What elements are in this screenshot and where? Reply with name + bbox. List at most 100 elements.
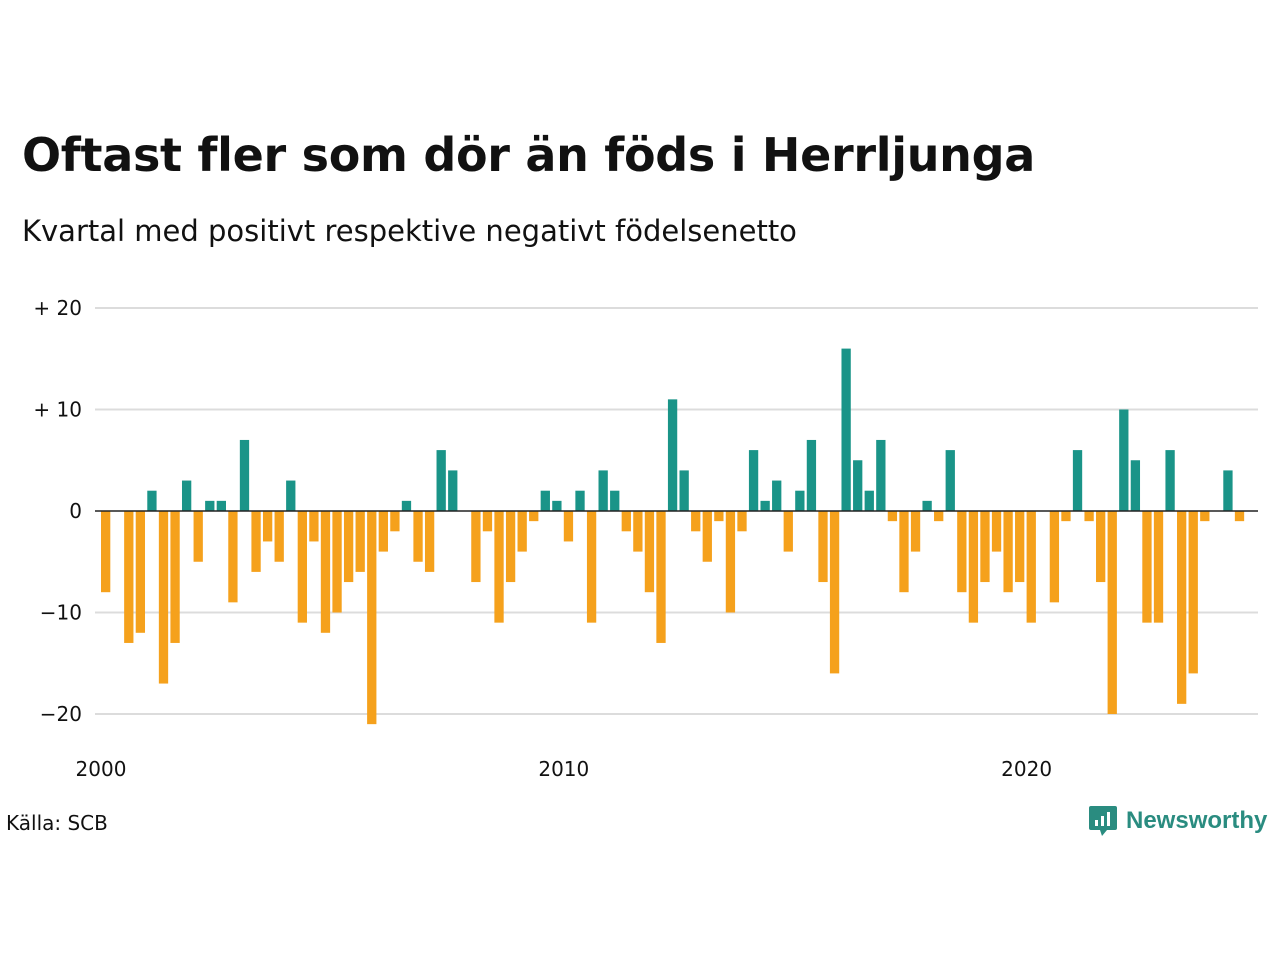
y-tick-label: −10 xyxy=(40,601,82,625)
newsworthy-logo-icon xyxy=(1089,806,1117,836)
brand-name: Newsworthy xyxy=(1126,807,1268,834)
chart-subtitle: Kvartal med positivt respektive negativt… xyxy=(22,214,797,248)
bar-negative xyxy=(563,511,574,542)
x-tick-label: 2000 xyxy=(76,757,127,781)
bar-negative xyxy=(968,511,979,623)
bar-positive xyxy=(147,490,157,511)
bar-positive xyxy=(795,490,805,511)
bar-negative xyxy=(193,511,203,562)
bar-negative xyxy=(1084,511,1094,522)
bar-positive xyxy=(760,500,770,511)
bar-positive xyxy=(853,460,863,511)
y-tick-label: + 20 xyxy=(33,296,82,320)
bar-positive xyxy=(436,450,446,511)
bar-positive xyxy=(286,480,296,511)
bar-positive xyxy=(1165,450,1175,511)
bar-positive xyxy=(667,399,678,511)
bar-positive xyxy=(945,450,955,511)
bar-negative xyxy=(899,511,909,593)
bar-negative xyxy=(586,511,597,623)
bar-positive xyxy=(610,490,620,511)
bar-positive xyxy=(575,490,585,511)
bar-positive xyxy=(598,470,608,511)
bar-negative xyxy=(725,511,736,613)
bar-negative xyxy=(367,511,377,725)
bar-positive xyxy=(841,348,851,511)
bar-negative xyxy=(1096,511,1106,583)
bar-negative xyxy=(1177,511,1187,704)
bar-negative xyxy=(633,511,643,552)
bar-negative xyxy=(135,511,146,633)
x-tick-label: 2020 xyxy=(1001,757,1052,781)
bar-negative xyxy=(783,511,793,552)
source-note: Källa: SCB xyxy=(6,811,108,835)
newsworthy-logo: Newsworthy xyxy=(1088,804,1267,838)
bar-negative xyxy=(714,511,724,522)
bar-negative xyxy=(297,511,307,623)
y-tick-label: −20 xyxy=(40,702,82,726)
bar-positive xyxy=(1130,460,1141,511)
bar-positive xyxy=(922,500,932,511)
bar-negative xyxy=(309,511,319,542)
bar-positive xyxy=(1072,450,1083,511)
bar-negative xyxy=(124,511,134,643)
bar-negative xyxy=(355,511,365,572)
bar-positive xyxy=(679,470,689,511)
bar-negative xyxy=(656,511,666,643)
bar-negative xyxy=(1188,511,1198,674)
y-tick-label: + 10 xyxy=(33,398,82,422)
y-tick-label: 0 xyxy=(69,499,82,523)
bar-positive xyxy=(216,500,226,511)
bar-negative xyxy=(1061,511,1071,522)
bar-negative xyxy=(228,511,238,603)
bar-negative xyxy=(980,511,990,583)
bar-negative xyxy=(413,511,423,562)
bars xyxy=(101,348,1245,725)
bar-negative xyxy=(621,511,631,532)
bar-negative xyxy=(101,511,111,593)
bar-negative xyxy=(1003,511,1013,593)
bar-positive xyxy=(448,470,458,511)
y-axis-ticks: + 20 + 10 0 −10 −20 xyxy=(33,296,82,726)
chart-title: Oftast fler som dör än föds i Herrljunga xyxy=(22,128,1035,182)
bar-negative xyxy=(494,511,504,623)
bar-positive xyxy=(1119,409,1129,511)
bar-negative xyxy=(1026,511,1036,623)
bar-negative xyxy=(332,511,342,613)
bar-positive xyxy=(552,500,562,511)
bar-negative xyxy=(482,511,493,532)
bar-negative xyxy=(691,511,701,532)
bar-negative xyxy=(320,511,331,633)
bar-positive xyxy=(876,439,886,511)
bar-negative xyxy=(378,511,388,552)
bar-negative xyxy=(1200,511,1210,522)
bar-negative xyxy=(529,511,539,522)
bar-positive xyxy=(540,490,550,511)
bar-positive xyxy=(181,480,192,511)
bar-negative xyxy=(934,511,944,522)
bar-positive xyxy=(205,500,215,511)
bar-negative xyxy=(1234,511,1245,522)
bar-positive xyxy=(806,439,817,511)
bar-negative xyxy=(170,511,180,643)
bar-negative xyxy=(343,511,354,583)
bar-positive xyxy=(772,480,782,511)
bar-negative xyxy=(517,511,527,552)
bar-negative xyxy=(644,511,655,593)
bar-positive xyxy=(748,450,759,511)
bar-negative xyxy=(702,511,712,562)
bar-negative xyxy=(424,511,435,572)
bar-negative xyxy=(1153,511,1164,623)
bar-positive xyxy=(401,500,412,511)
bar-negative xyxy=(505,511,516,583)
bar-positive xyxy=(1223,470,1233,511)
bar-negative xyxy=(1049,511,1060,603)
bar-negative xyxy=(158,511,169,684)
grid-lines xyxy=(95,307,1258,715)
bar-negative xyxy=(818,511,828,583)
bar-negative xyxy=(1142,511,1152,623)
bar-negative xyxy=(829,511,840,674)
bar-positive xyxy=(864,490,874,511)
bar-negative xyxy=(887,511,898,522)
